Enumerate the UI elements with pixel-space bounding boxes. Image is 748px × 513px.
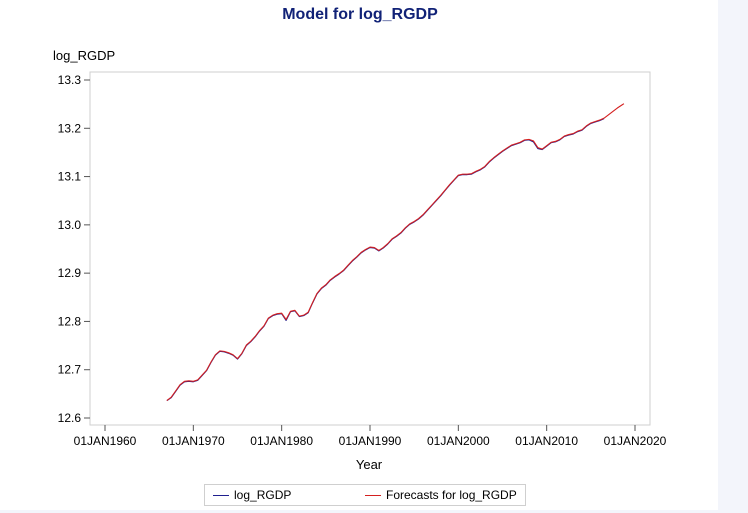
x-tick-label: 01JAN2020 xyxy=(604,434,667,448)
y-tick-label: 13.3 xyxy=(58,73,82,87)
legend-item-forecasts: Forecasts for log_RGDP xyxy=(365,488,517,502)
y-tick-label: 13.2 xyxy=(58,121,82,135)
legend-label-log-rgdp: log_RGDP xyxy=(234,488,292,502)
x-axis-label: Year xyxy=(356,457,383,472)
x-tick-label: 01JAN2010 xyxy=(515,434,578,448)
series-layer xyxy=(166,103,625,402)
legend-swatch-log-rgdp xyxy=(213,494,229,496)
x-tick-label: 01JAN2000 xyxy=(427,434,490,448)
y-tick-label: 13.0 xyxy=(58,218,82,232)
x-tick-label: 01JAN1970 xyxy=(162,434,225,448)
y-tick-label: 13.1 xyxy=(58,170,82,184)
background-band-bottom xyxy=(0,510,748,513)
y-axis: 12.6 12.7 12.8 12.9 13.0 13.1 13.2 13.3 xyxy=(58,73,90,425)
x-tick-label: 01JAN1980 xyxy=(250,434,313,448)
x-axis: 01JAN1960 01JAN1970 01JAN1980 01JAN1990 01JA… xyxy=(74,425,667,448)
background-band-right xyxy=(718,0,748,513)
y-axis-label: log_RGDP xyxy=(53,48,115,63)
x-tick-label: 01JAN1990 xyxy=(339,434,402,448)
legend-item-log-rgdp: log_RGDP xyxy=(213,488,291,502)
y-tick-label: 12.7 xyxy=(58,363,82,377)
series-line-forecasts xyxy=(166,103,625,402)
legend-label-forecasts: Forecasts for log_RGDP xyxy=(386,488,517,502)
y-tick-label: 12.8 xyxy=(58,314,82,328)
legend: log_RGDP Forecasts for log_RGDP xyxy=(204,484,526,506)
plot-area xyxy=(89,71,651,426)
x-tick-label: 01JAN1960 xyxy=(74,434,137,448)
y-tick-label: 12.6 xyxy=(58,411,82,425)
legend-swatch-forecasts xyxy=(365,494,381,496)
chart-title: Model for log_RGDP xyxy=(282,6,438,23)
y-tick-label: 12.9 xyxy=(58,266,82,280)
